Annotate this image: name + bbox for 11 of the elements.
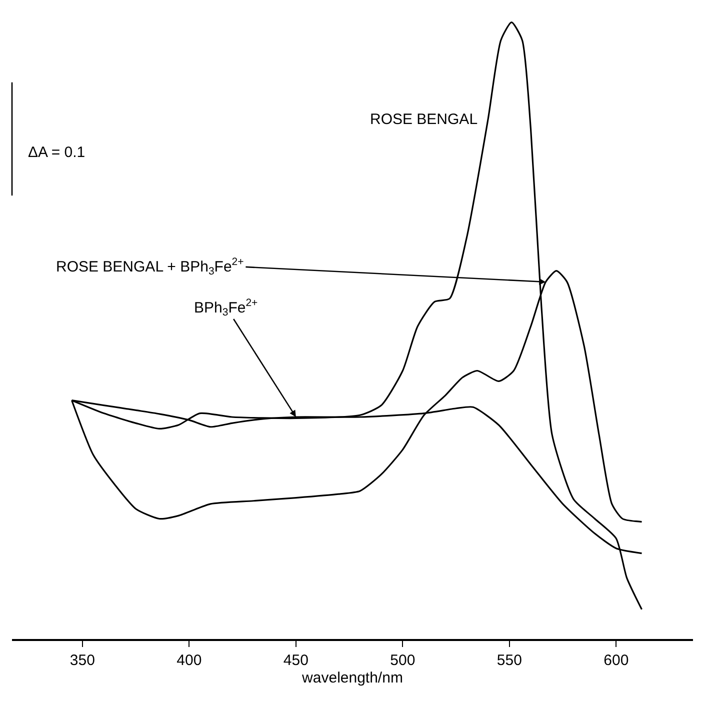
series-label: ROSE BENGAL [370, 111, 478, 128]
x-tick-label: 400 [176, 652, 202, 669]
x-tick-label: 500 [390, 652, 416, 669]
text: ROSE BENGAL + BPh$_{3}$Fe$^{2+}$ [56, 256, 244, 278]
x-tick-label: 550 [496, 652, 522, 669]
annotation: ΔA = 0.1 [28, 144, 86, 161]
x-tick-label: 450 [283, 652, 308, 669]
x-tick-label: 350 [70, 652, 95, 669]
x-tick-label: 600 [604, 652, 629, 669]
text: BPh$_{3}$Fe$^{2+}$ [194, 297, 258, 318]
x-axis-title: wavelength/nm [301, 669, 403, 686]
